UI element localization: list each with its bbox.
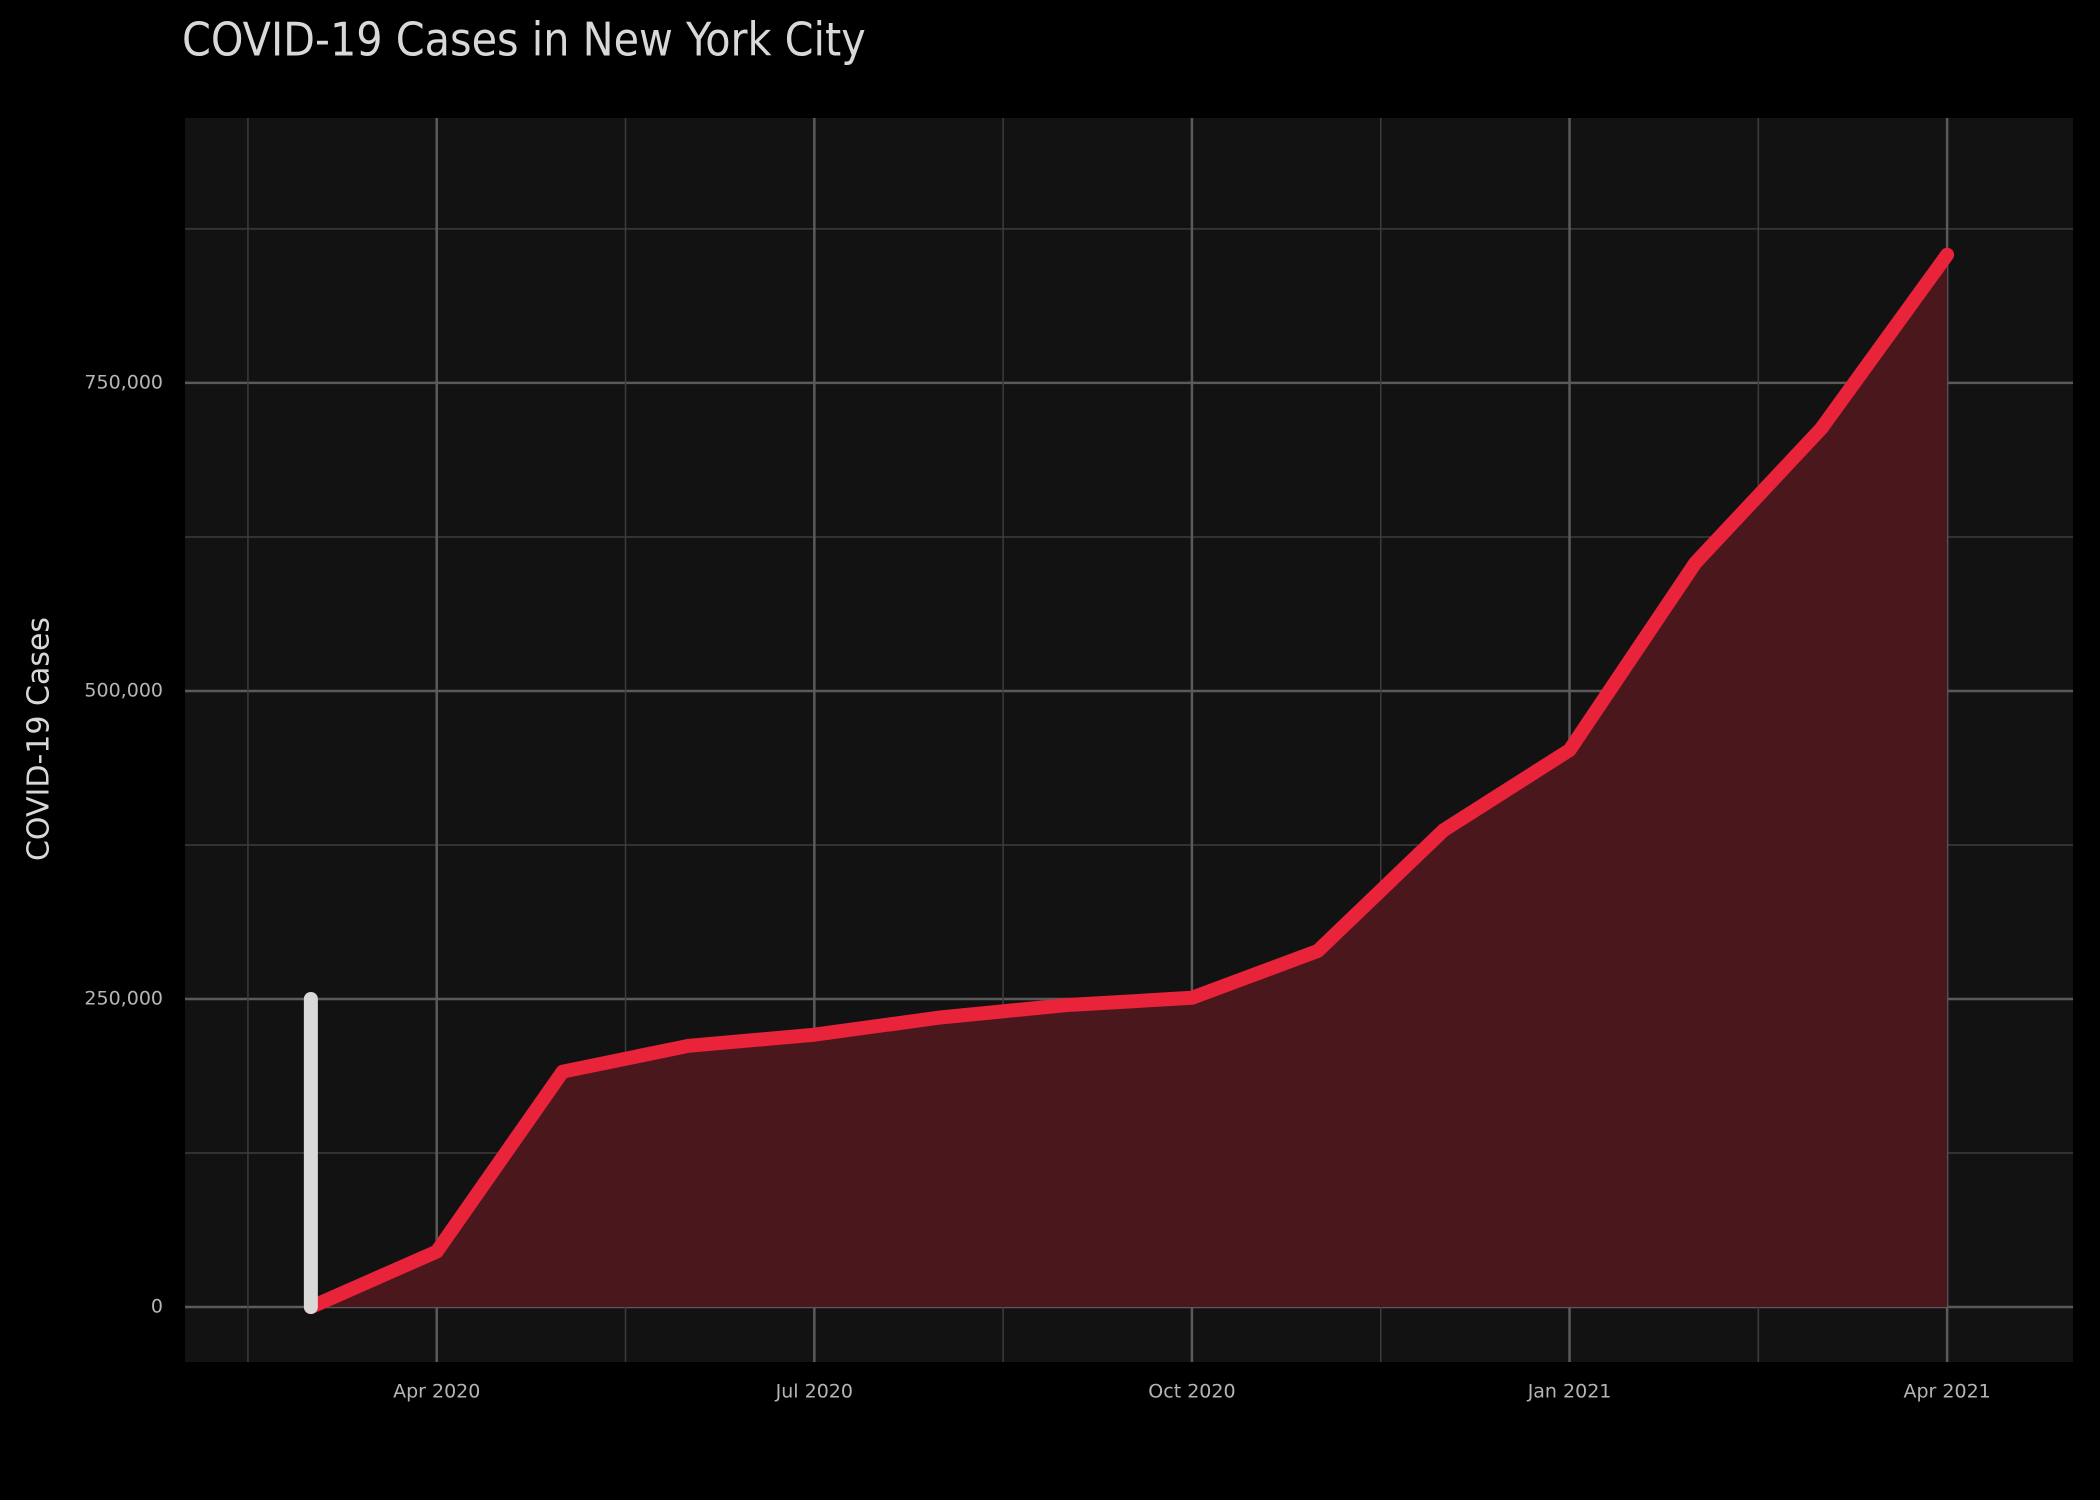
x-tick-label: Jan 2021: [1527, 1381, 1612, 1403]
chart-title: COVID-19 Cases in New York City: [182, 13, 866, 67]
x-tick-label: Oct 2020: [1148, 1381, 1235, 1403]
line: [303, 247, 1955, 1315]
y-tick-label: 500,000: [84, 679, 163, 701]
y-tick-label: 250,000: [84, 988, 163, 1010]
y-tick-label: 750,000: [84, 371, 163, 393]
y-axis-label: COVID-19 Cases: [22, 617, 57, 861]
x-tick-label: Apr 2021: [1904, 1381, 1991, 1403]
x-tick-label: Apr 2020: [393, 1381, 480, 1403]
y-tick-label: 0: [151, 1296, 163, 1318]
marks: [303, 247, 1955, 1315]
x-tick-label: Jul 2020: [775, 1381, 853, 1403]
